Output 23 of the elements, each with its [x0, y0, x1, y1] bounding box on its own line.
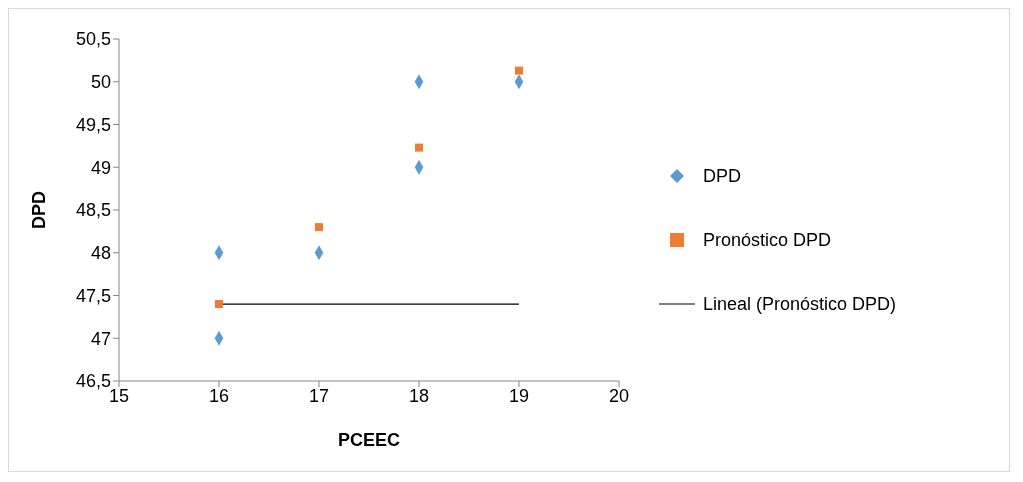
x-axis-title: PCEEC: [337, 430, 401, 450]
x-tick-label: 18: [408, 385, 430, 406]
y-tick-label: 50: [90, 72, 111, 93]
x-tick-label: 20: [608, 385, 630, 406]
point: [215, 300, 223, 309]
point: [415, 143, 423, 152]
y-tick-label: 46,5: [75, 371, 111, 392]
legend-label: Pronóstico DPD: [703, 229, 832, 252]
legend-label: DPD: [703, 165, 742, 188]
legend-label: Lineal (Pronóstico DPD): [703, 293, 897, 316]
y-tick-label: 47,5: [75, 285, 111, 306]
y-tick-label: 50,5: [75, 29, 111, 50]
x-tick-label: 17: [308, 385, 330, 406]
y-tick-label: 49: [90, 157, 111, 178]
x-tick-label: 16: [208, 385, 230, 406]
x-tick-label: 19: [508, 385, 530, 406]
point: [315, 223, 323, 232]
y-tick-label: 48: [90, 243, 111, 264]
y-tick-label: 47: [90, 328, 111, 349]
y-axis-title: DPD: [29, 190, 50, 230]
point: [515, 66, 523, 75]
y-tick-label: 48,5: [75, 200, 111, 221]
y-tick-label: 49,5: [75, 114, 111, 135]
